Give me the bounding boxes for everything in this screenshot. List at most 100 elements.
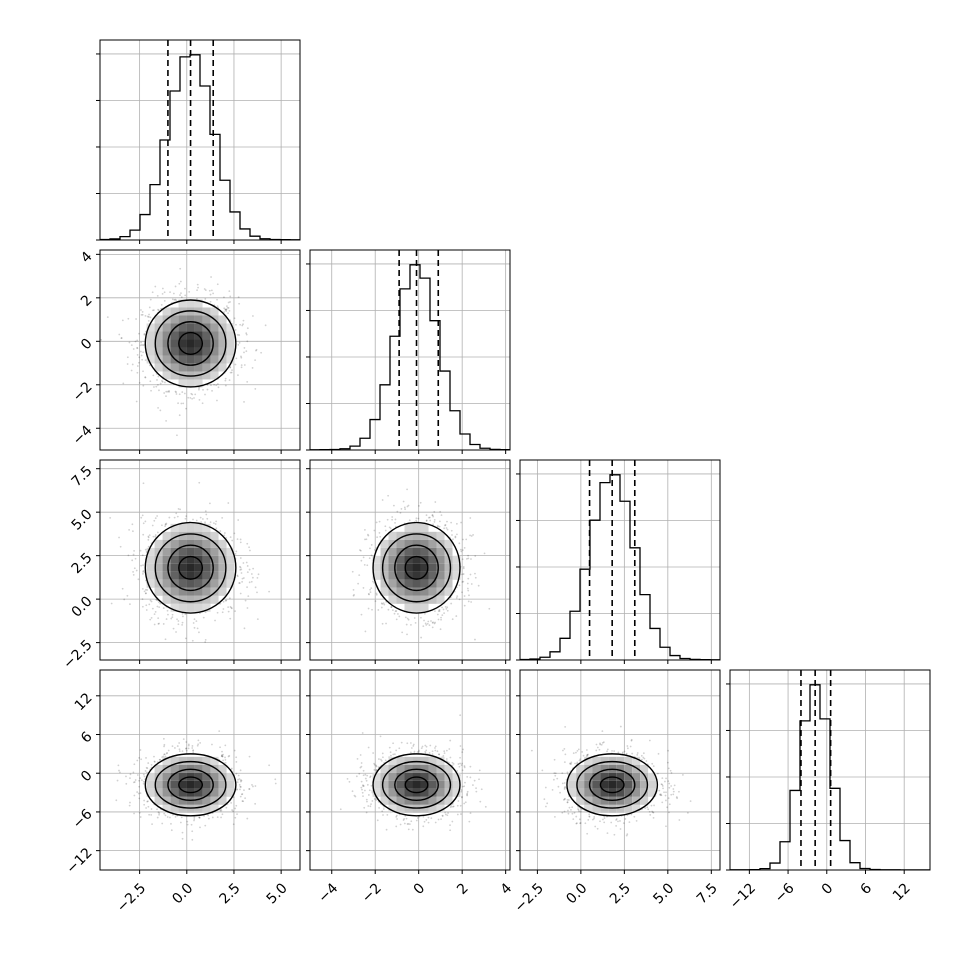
scatter-point xyxy=(239,538,242,541)
scatter-point xyxy=(171,298,174,301)
density-cell xyxy=(186,379,195,388)
scatter-point xyxy=(216,399,218,402)
density-cell xyxy=(218,315,227,324)
scatter-point xyxy=(226,305,228,308)
scatter-point xyxy=(136,365,139,367)
scatter-point xyxy=(446,528,449,531)
scatter-point xyxy=(392,504,395,507)
y-tick-label: −2.5 xyxy=(60,637,95,672)
scatter-point xyxy=(445,607,448,610)
histogram-panel-2 xyxy=(516,459,721,664)
density-cell xyxy=(162,331,171,340)
density-cell xyxy=(154,339,163,348)
density-cell xyxy=(202,595,211,604)
scatter-point xyxy=(224,599,227,602)
scatter-point xyxy=(378,532,381,534)
scatter-point xyxy=(135,318,137,320)
scatter-point xyxy=(199,516,202,519)
density-cell xyxy=(396,563,405,572)
density-cell xyxy=(218,555,227,564)
scatter-point xyxy=(238,334,241,336)
scatter-point xyxy=(231,369,233,372)
scatter-point xyxy=(424,622,427,625)
density-cell xyxy=(210,355,219,364)
scatter-point xyxy=(144,520,147,523)
scatter-point xyxy=(254,388,257,390)
scatter-point xyxy=(150,808,153,810)
scatter-point xyxy=(191,393,194,396)
scatter-point xyxy=(198,387,200,389)
scatter-point xyxy=(438,610,441,612)
scatter-point xyxy=(352,594,355,597)
scatter-point xyxy=(224,377,227,380)
density-cell xyxy=(444,539,453,548)
scatter-point xyxy=(375,521,378,524)
scatter-point xyxy=(373,529,376,532)
scatter-point xyxy=(474,638,476,641)
density-cell xyxy=(170,307,179,316)
scatter-point xyxy=(196,297,198,300)
scatter-point xyxy=(440,514,443,517)
density-cell xyxy=(194,547,203,556)
density-cell xyxy=(372,563,381,572)
scatter-point xyxy=(149,380,152,383)
density-cell xyxy=(154,539,163,548)
density-cell xyxy=(396,555,405,564)
scatter-point xyxy=(178,414,181,417)
scatter-point xyxy=(234,363,237,366)
scatter-point xyxy=(240,364,243,367)
density-cell xyxy=(154,347,163,356)
y-tick-label: 0 xyxy=(78,336,96,354)
density-cell xyxy=(154,323,163,332)
density-cell xyxy=(154,355,163,364)
scatter-point xyxy=(455,596,458,599)
density-cell xyxy=(210,339,219,348)
scatter-point xyxy=(256,591,258,594)
scatter-point xyxy=(144,770,147,772)
scatter-point xyxy=(201,402,204,405)
scatter-point xyxy=(204,298,207,300)
scatter-point xyxy=(216,283,219,286)
scatter-point xyxy=(246,327,249,330)
density-cell xyxy=(412,539,421,548)
scatter-point xyxy=(140,309,142,311)
density-cell xyxy=(218,587,227,596)
scatter-point xyxy=(463,604,466,607)
scatter-point xyxy=(209,521,212,524)
density-cell xyxy=(428,539,437,548)
scatter-point xyxy=(225,599,228,602)
scatter-point xyxy=(136,347,139,350)
scatter-point xyxy=(143,333,146,336)
density-cell xyxy=(178,531,187,540)
density-cell xyxy=(388,531,397,540)
scatter-point xyxy=(251,367,254,369)
scatter-point xyxy=(228,309,231,312)
scatter-point xyxy=(450,602,453,605)
scatter-point xyxy=(236,538,239,540)
scatter-point xyxy=(390,606,393,608)
scatter-point xyxy=(209,293,212,296)
scatter-point xyxy=(206,517,209,520)
scatter-point xyxy=(158,389,160,392)
scatter-point xyxy=(142,570,144,573)
scatter-point xyxy=(171,813,174,816)
scatter-point xyxy=(256,618,259,621)
scatter-point xyxy=(227,502,230,504)
scatter-point xyxy=(161,524,163,527)
scatter-point xyxy=(219,602,222,605)
scatter-point xyxy=(470,601,473,603)
scatter-point xyxy=(444,524,446,527)
density-cell xyxy=(178,363,187,372)
scatter-point xyxy=(155,598,158,601)
density-cell xyxy=(380,547,389,556)
scatter-point xyxy=(234,816,237,819)
scatter-point xyxy=(446,606,449,609)
scatter-panel-2-0: −2.50.02.55.07.5 xyxy=(60,459,301,672)
scatter-point xyxy=(164,523,167,526)
scatter-point xyxy=(260,351,263,354)
scatter-point xyxy=(156,605,159,608)
scatter-point xyxy=(202,388,204,391)
scatter-point xyxy=(417,517,420,520)
scatter-point xyxy=(440,618,442,621)
